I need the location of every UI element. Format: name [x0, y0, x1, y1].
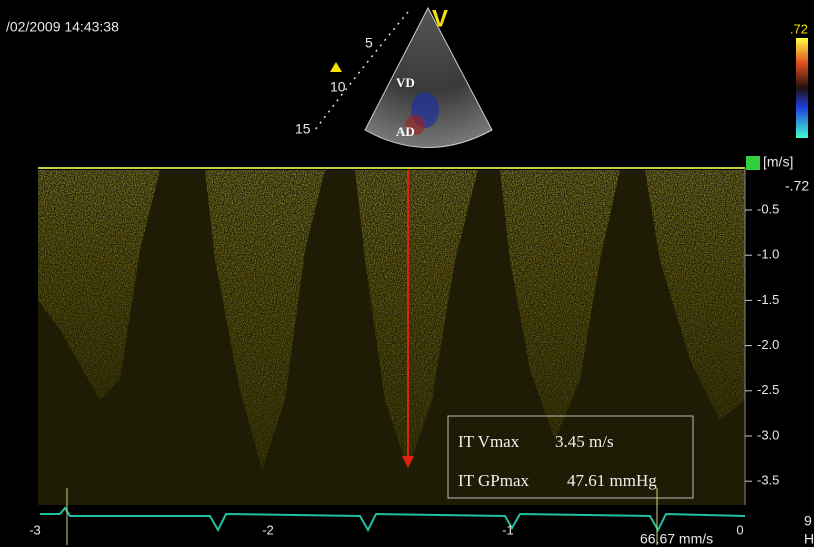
color-scale-top: .72	[790, 21, 808, 36]
measurement-box	[447, 415, 694, 499]
velocity-label: -3.0	[757, 427, 779, 442]
velocity-label: -1.0	[757, 247, 779, 262]
velocity-label: -2.5	[757, 382, 779, 397]
doppler-spectrum	[38, 167, 746, 505]
envelope	[355, 170, 478, 470]
depth-label: 15	[295, 121, 311, 137]
envelope	[205, 170, 325, 470]
envelope	[500, 170, 620, 440]
measurement-label: IT Vmax	[458, 432, 520, 451]
envelope	[38, 170, 160, 400]
velocity-label: -0.5	[757, 201, 779, 216]
depth-label: 5	[365, 35, 373, 51]
time-label: -3	[29, 522, 41, 537]
unit-label: [m/s]	[763, 154, 793, 170]
ecg-trace	[40, 506, 746, 533]
chamber-label: VD	[396, 75, 415, 90]
velocity-label: -2.0	[757, 337, 779, 352]
depth-label: 10	[330, 79, 346, 95]
marker-triangle	[330, 62, 342, 72]
spectral-envelopes	[38, 170, 745, 470]
timestamp: /02/2009 14:43:38	[6, 19, 119, 35]
orientation-marker: V	[432, 5, 448, 32]
velocity-label: -1.5	[757, 292, 779, 307]
baseline-marker	[746, 156, 760, 170]
sector-image	[364, 6, 493, 148]
time-label: 0	[736, 522, 743, 537]
corner-label: H	[804, 531, 814, 547]
chamber-label: AD	[396, 124, 415, 139]
time-label: -1	[502, 522, 514, 537]
sweep-speed: 66.67 mm/s	[640, 531, 713, 547]
time-label: -2	[262, 522, 274, 537]
color-flow	[405, 115, 425, 135]
velocity-label: -3.5	[757, 473, 779, 488]
corner-label: 9	[804, 513, 812, 529]
measurement-arrowhead	[402, 456, 414, 468]
color-bar	[796, 38, 808, 138]
color-scale-bottom: -.72	[785, 178, 809, 194]
envelope	[645, 170, 745, 420]
measurement-label: IT GPmax	[458, 471, 529, 490]
measurement-value: 3.45 m/s	[555, 432, 614, 451]
measurement-value: 47.61 mmHg	[567, 471, 657, 490]
